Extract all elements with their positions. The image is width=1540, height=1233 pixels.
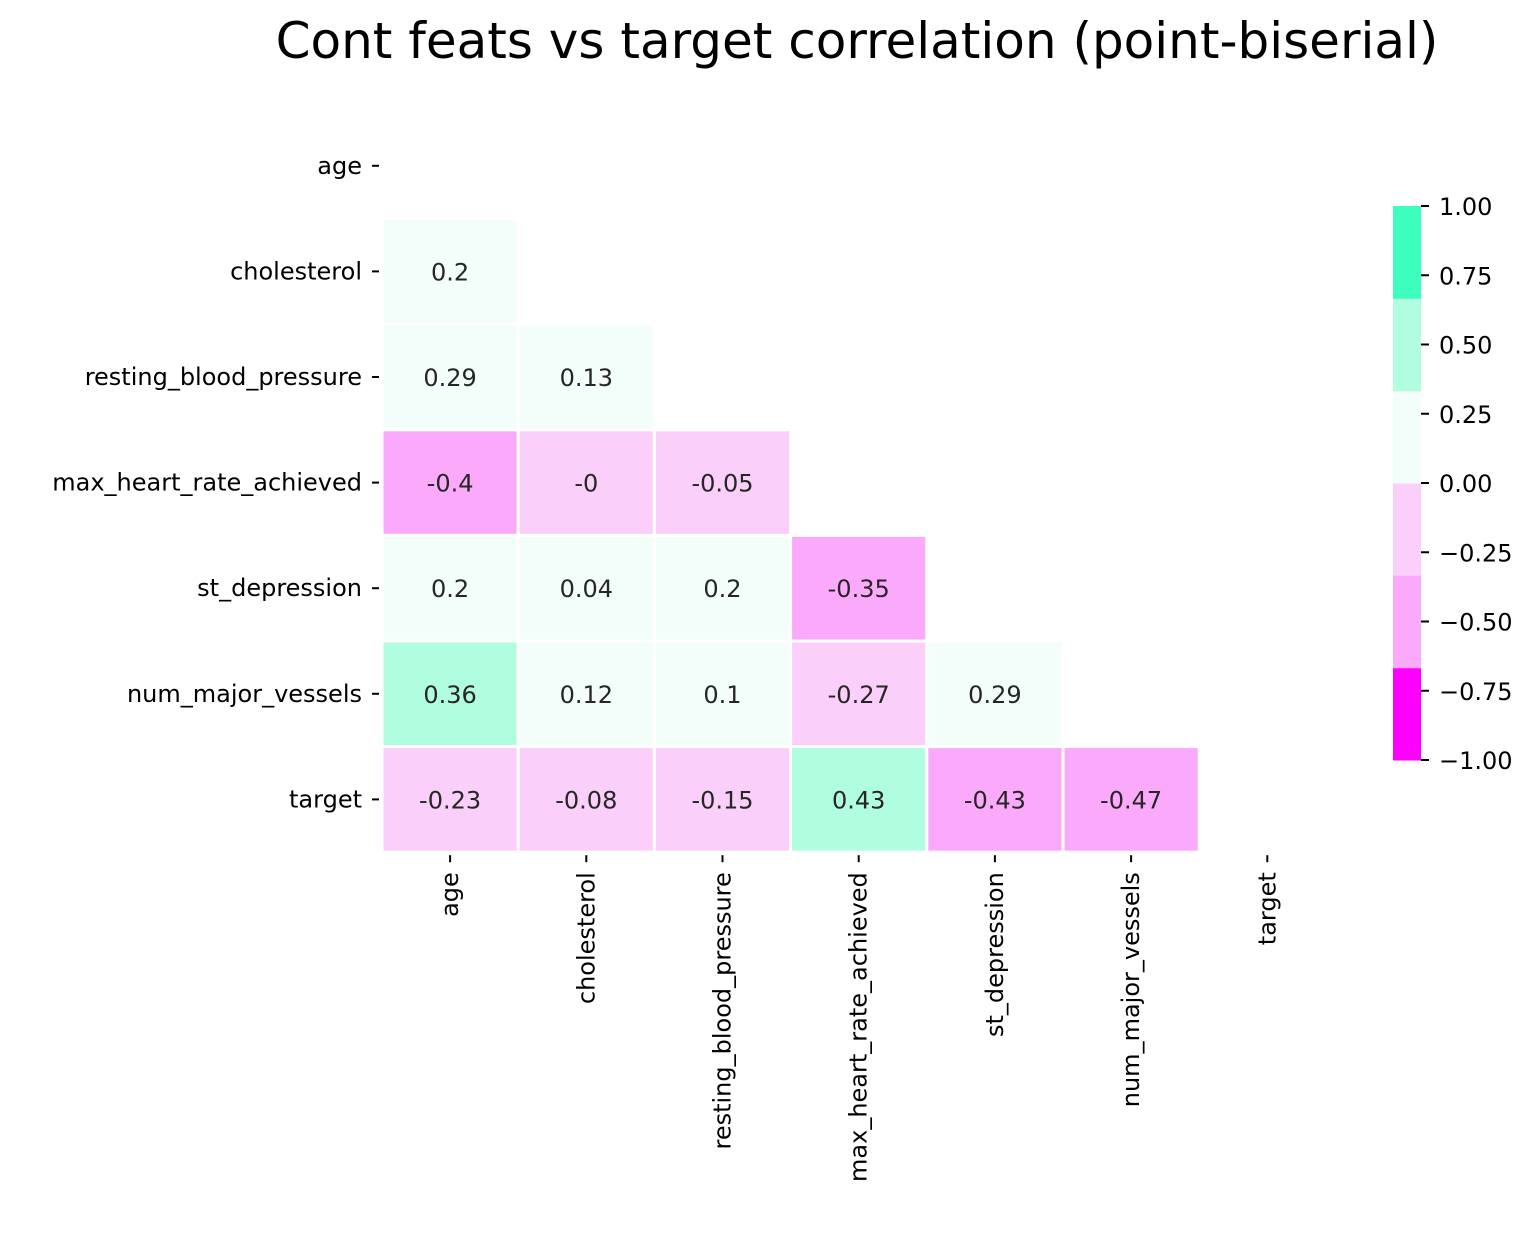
x-tick-label-target: target	[1253, 872, 1281, 945]
heatmap-cell-num-major-vessels-max-heart-rate-achieved	[789, 639, 929, 749]
heatmap-cell-st-depression-max-heart-rate-achieved	[789, 533, 929, 643]
cell-value-label: -0.4	[427, 470, 474, 498]
cell-value-label: -0.23	[419, 786, 481, 814]
colorbar-segment	[1393, 575, 1421, 669]
x-tick-label-max-heart-rate-achieved: max_heart_rate_achieved	[845, 872, 873, 1182]
colorbar-tick-label: −0.50	[1439, 609, 1513, 637]
colorbar-segment	[1393, 390, 1421, 484]
heatmap-cell-cholesterol-age	[380, 217, 520, 326]
x-tick-label-cholesterol: cholesterol	[572, 872, 600, 1004]
cell-value-label: -0	[574, 470, 598, 498]
colorbar-tick-label: −0.25	[1439, 539, 1513, 567]
heatmap-cell-st-depression-resting-blood-pressure	[652, 533, 793, 643]
heatmap-cell-resting-blood-pressure-cholesterol	[516, 322, 656, 432]
cell-value-label: 0.36	[423, 681, 476, 709]
heatmap-cell-num-major-vessels-resting-blood-pressure	[652, 639, 793, 749]
colorbar-segment	[1393, 667, 1421, 761]
colorbar-tick-label: 0.00	[1439, 470, 1492, 498]
y-tick-label-st-depression: st_depression	[197, 574, 362, 602]
heatmap-cell-resting-blood-pressure-age	[380, 322, 520, 432]
cell-value-label: 0.1	[703, 681, 741, 709]
colorbar-segment	[1393, 298, 1421, 392]
heatmap-cell-num-major-vessels-cholesterol	[516, 639, 656, 749]
cell-value-label: 0.29	[968, 681, 1021, 709]
cell-value-label: -0.43	[964, 786, 1026, 814]
x-axis: age cholesterol resting_blood_pressure max_…	[436, 855, 1281, 1182]
colorbar-tick-label: −1.00	[1439, 747, 1513, 775]
heatmap-cell-target-resting-blood-pressure	[652, 745, 793, 854]
heatmap-cell-num-major-vessels-st-depression	[925, 639, 1065, 749]
heatmap-cells: 0.2 0.29 0.13 -0.4 -0 -0.05 0.2 0.04 0.2 -0.35 0.3…	[380, 217, 1201, 854]
heatmap-cell-target-cholesterol	[516, 745, 656, 854]
x-tick-label-age: age	[436, 872, 464, 917]
heatmap-cell-target-num-major-vessels	[1061, 745, 1201, 854]
y-tick-label-max-heart-rate-achieved: max_heart_rate_achieved	[52, 469, 362, 497]
cell-value-label: -0.27	[828, 681, 890, 709]
colorbar-tick-label: 0.50	[1439, 332, 1492, 360]
heatmap-cell-target-age	[380, 745, 520, 854]
x-tick-label-resting-blood-pressure: resting_blood_pressure	[709, 872, 737, 1149]
colorbar-tick-label: 0.25	[1439, 401, 1492, 429]
colorbar-segment	[1393, 206, 1421, 299]
cell-value-label: -0.08	[555, 786, 617, 814]
cell-value-label: 0.04	[560, 575, 613, 603]
colorbar-tick-label: 1.00	[1439, 193, 1492, 221]
chart-title: Cont feats vs target correlation (point-…	[275, 12, 1439, 70]
cell-value-label: -0.15	[691, 786, 753, 814]
y-tick-label-resting-blood-pressure: resting_blood_pressure	[85, 363, 362, 391]
y-tick-label-target: target	[289, 785, 362, 813]
y-tick-label-cholesterol: cholesterol	[230, 257, 362, 285]
heatmap-cell-st-depression-cholesterol	[516, 533, 656, 643]
x-tick-label-st-depression: st_depression	[981, 872, 1009, 1037]
cell-value-label: 0.13	[560, 364, 613, 392]
colorbar-segment	[1393, 483, 1421, 576]
cell-value-label: -0.47	[1100, 786, 1162, 814]
colorbar: 1.00 0.75 0.50 0.25 0.00 −0.25 −0.50 −0.75 −1.00	[1393, 193, 1513, 775]
colorbar-tick-label: 0.75	[1439, 262, 1492, 290]
cell-value-label: 0.2	[431, 575, 469, 603]
cell-value-label: 0.43	[832, 786, 885, 814]
heatmap-cell-target-max-heart-rate-achieved	[789, 745, 929, 854]
cell-value-label: 0.2	[703, 575, 741, 603]
y-tick-label-num-major-vessels: num_major_vessels	[127, 680, 362, 708]
cell-value-label: 0.2	[431, 258, 469, 286]
cell-value-label: -0.35	[828, 575, 890, 603]
y-tick-label-age: age	[317, 152, 362, 180]
cell-value-label: 0.12	[560, 681, 613, 709]
y-axis: age cholesterol resting_blood_pressure max_…	[52, 152, 379, 813]
colorbar-tick-label: −0.75	[1439, 678, 1513, 706]
cell-value-label: 0.29	[423, 364, 476, 392]
cell-value-label: -0.05	[691, 470, 753, 498]
x-tick-label-num-major-vessels: num_major_vessels	[1117, 872, 1145, 1107]
